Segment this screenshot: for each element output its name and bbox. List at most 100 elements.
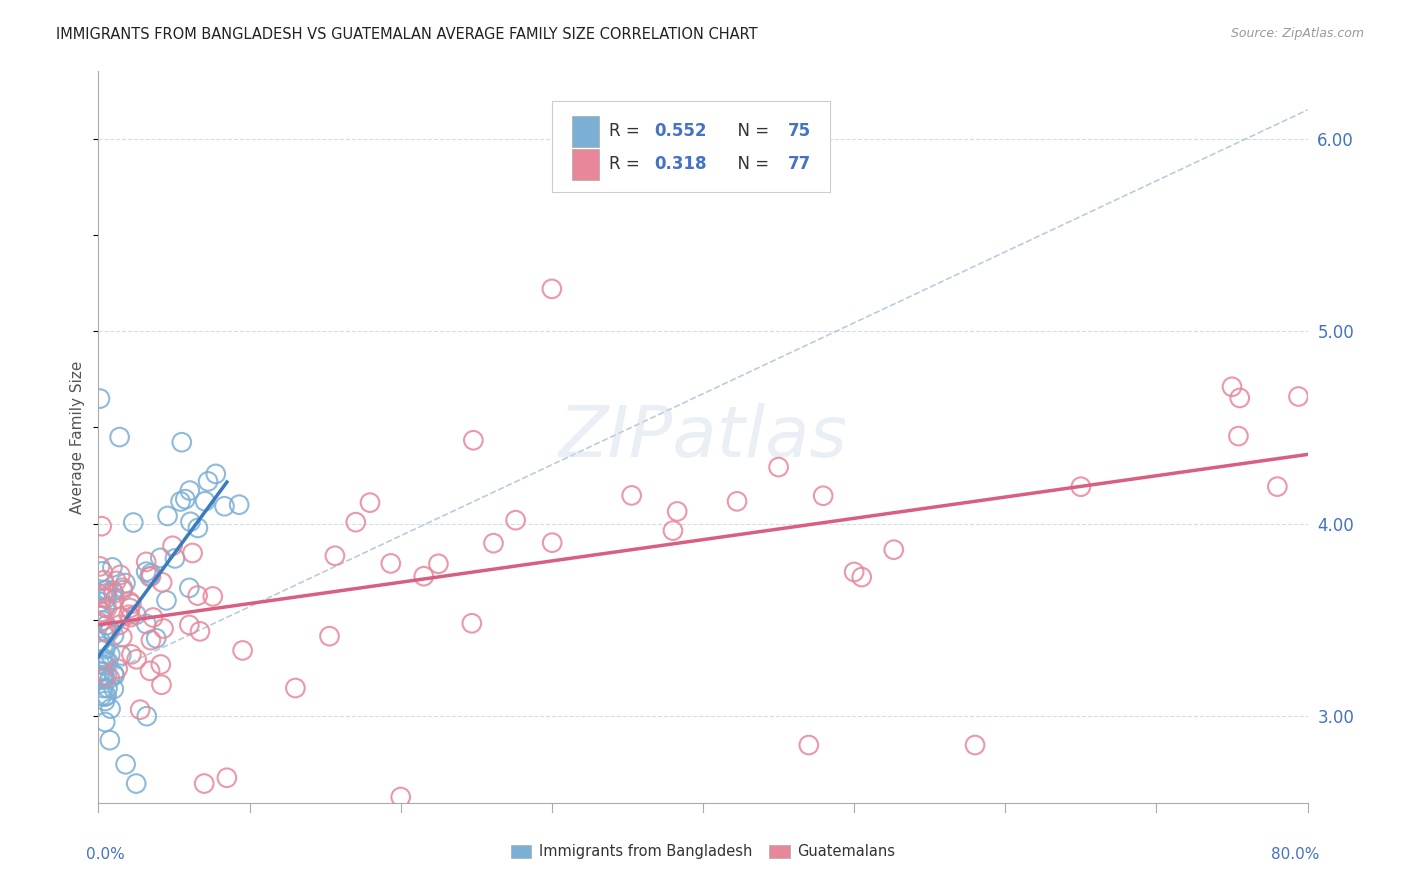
Point: [96, 586, 118, 600]
Point: [90, 652, 112, 666]
Text: 77: 77: [787, 155, 811, 173]
Point: [89, 392, 111, 406]
Point: [214, 500, 236, 514]
Point: [138, 569, 160, 583]
Point: [1267, 480, 1289, 494]
Point: [284, 681, 307, 695]
Point: [135, 565, 157, 579]
Point: [107, 662, 129, 676]
Point: [201, 590, 224, 604]
Point: [193, 776, 215, 790]
Text: R =: R =: [609, 155, 645, 173]
Point: [169, 494, 191, 508]
Point: [139, 664, 162, 678]
Point: [215, 771, 238, 785]
Text: 0.0%: 0.0%: [86, 847, 125, 862]
Point: [94, 714, 117, 729]
Point: [91, 614, 114, 628]
Point: [94, 694, 117, 708]
Point: [412, 569, 434, 583]
Point: [97, 655, 120, 669]
Y-axis label: Average Family Size: Average Family Size: [70, 360, 86, 514]
Point: [541, 535, 564, 549]
Point: [129, 703, 152, 717]
Point: [96, 669, 118, 683]
Point: [149, 657, 172, 672]
Point: [118, 607, 141, 622]
Point: [1070, 480, 1092, 494]
Point: [505, 513, 527, 527]
Point: [162, 539, 184, 553]
Point: [232, 643, 254, 657]
Point: [108, 430, 131, 444]
Point: [91, 681, 114, 695]
Point: [94, 690, 117, 704]
Point: [389, 790, 412, 805]
Point: [1229, 391, 1251, 405]
Point: [135, 617, 157, 632]
Point: [662, 524, 685, 538]
Point: [104, 668, 127, 682]
Point: [98, 733, 121, 747]
Point: [380, 557, 402, 571]
Point: [97, 626, 120, 640]
Point: [150, 575, 173, 590]
Legend: Immigrants from Bangladesh, Guatemalans: Immigrants from Bangladesh, Guatemalans: [505, 838, 901, 865]
Point: [179, 581, 201, 595]
Point: [174, 492, 197, 507]
Point: [108, 618, 131, 632]
Point: [89, 657, 111, 672]
Text: 80.0%: 80.0%: [1271, 847, 1320, 862]
Point: [359, 496, 381, 510]
Point: [851, 570, 873, 584]
Point: [89, 615, 111, 630]
Point: [156, 508, 179, 523]
Point: [666, 504, 689, 518]
Point: [90, 519, 112, 533]
Point: [139, 566, 162, 581]
Point: [139, 633, 162, 648]
Point: [811, 489, 834, 503]
Point: [620, 488, 643, 502]
Point: [94, 600, 117, 615]
Point: [228, 498, 250, 512]
Point: [110, 648, 132, 663]
Point: [170, 435, 193, 450]
Point: [89, 587, 111, 601]
Point: [90, 608, 112, 623]
Point: [110, 567, 132, 582]
Point: [96, 601, 118, 615]
Point: [103, 592, 125, 607]
Point: [91, 673, 114, 687]
Point: [187, 589, 209, 603]
Point: [482, 536, 505, 550]
Point: [463, 434, 485, 448]
Point: [90, 689, 112, 703]
Point: [93, 624, 115, 639]
Point: [93, 574, 115, 588]
Point: [725, 494, 748, 508]
Point: [94, 652, 117, 666]
FancyBboxPatch shape: [551, 101, 830, 192]
Point: [188, 624, 211, 639]
Text: IMMIGRANTS FROM BANGLADESH VS GUATEMALAN AVERAGE FAMILY SIZE CORRELATION CHART: IMMIGRANTS FROM BANGLADESH VS GUATEMALAN…: [56, 27, 758, 42]
Point: [118, 601, 141, 615]
Point: [427, 557, 450, 571]
Point: [194, 494, 217, 508]
Point: [461, 616, 484, 631]
Point: [93, 658, 115, 673]
Point: [797, 738, 820, 752]
Point: [768, 460, 790, 475]
Point: [103, 586, 125, 600]
Point: [125, 776, 148, 790]
Point: [103, 628, 125, 642]
Point: [883, 542, 905, 557]
Point: [118, 594, 141, 608]
Point: [101, 584, 124, 599]
Point: [149, 550, 172, 565]
Point: [89, 609, 111, 624]
Point: [100, 701, 122, 715]
Point: [111, 583, 134, 598]
Text: N =: N =: [727, 155, 775, 173]
Point: [90, 665, 112, 679]
